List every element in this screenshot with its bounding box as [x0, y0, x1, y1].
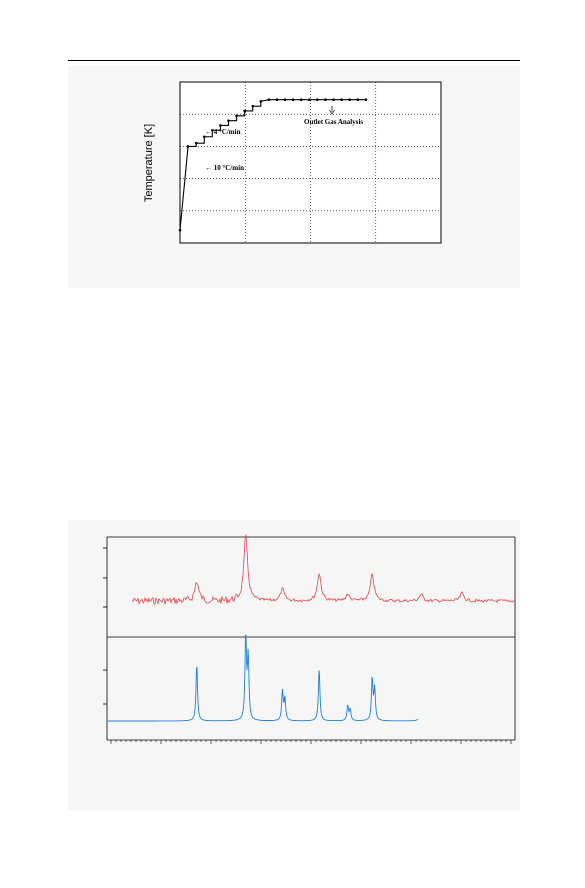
data-point	[211, 129, 214, 132]
data-point	[364, 98, 368, 102]
data-point	[227, 119, 230, 122]
spectrum-chart	[103, 534, 516, 744]
data-point	[219, 124, 222, 127]
experimental-trace	[131, 534, 515, 605]
data-point	[308, 98, 311, 102]
y-axis-label: Temperature [K]	[143, 124, 155, 202]
outlet-annotation: Outlet Gas Analysis	[304, 118, 363, 126]
data-point	[202, 135, 206, 139]
data-point	[332, 98, 335, 102]
figure-2-panel	[68, 520, 520, 810]
data-point	[275, 98, 279, 102]
temperature-chart: Temperature [K] ← 4 °C/min ← 10 °C/min O…	[143, 81, 442, 244]
data-point	[348, 98, 352, 102]
series-line	[179, 99, 366, 231]
rate-10-annotation: ← 10 °C/min	[205, 164, 244, 172]
data-point	[194, 141, 198, 145]
reference-trace	[108, 634, 419, 722]
rate-4-annotation: ← 4 °C/min	[205, 128, 241, 136]
data-point	[178, 228, 182, 232]
data-point	[243, 109, 246, 113]
data-point	[356, 98, 360, 102]
x-ticks	[110, 740, 512, 744]
data-point	[291, 98, 295, 102]
data-point	[283, 98, 287, 102]
header-rule	[68, 60, 520, 61]
data-series	[178, 98, 368, 232]
data-point	[299, 98, 303, 102]
data-point	[267, 98, 271, 102]
data-point	[251, 104, 255, 108]
data-point	[316, 98, 319, 102]
data-point	[235, 114, 238, 118]
data-point	[259, 100, 263, 103]
outlet-arrow-head	[329, 109, 335, 115]
plot-frame	[179, 81, 442, 244]
data-point	[324, 98, 327, 102]
y-ticks	[103, 547, 107, 705]
data-point	[340, 98, 343, 102]
data-point	[186, 145, 190, 148]
